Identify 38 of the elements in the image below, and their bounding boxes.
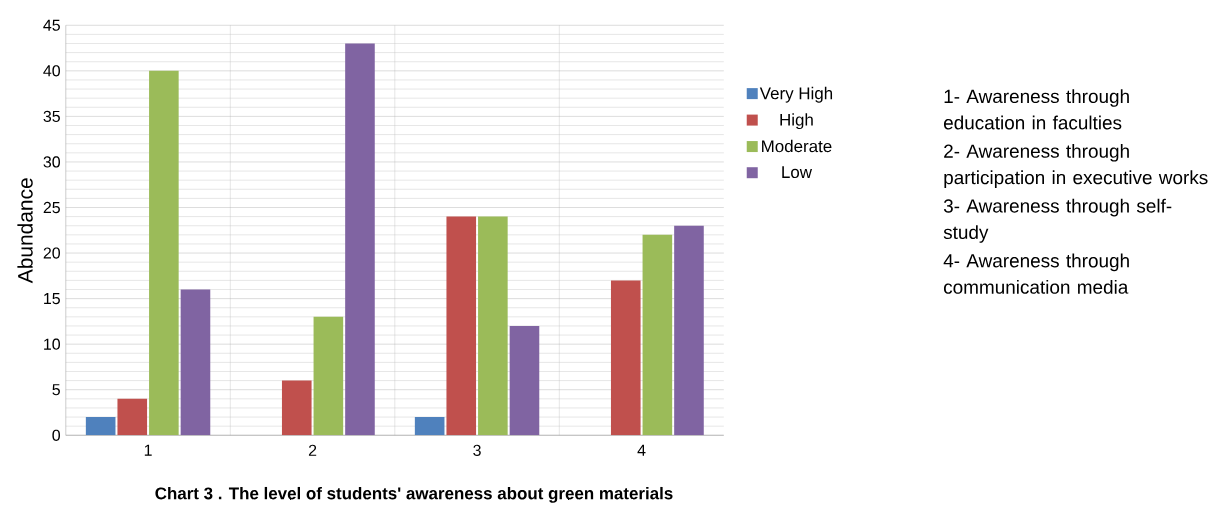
bar bbox=[674, 225, 704, 436]
text: 3- Awareness through self-study bbox=[943, 198, 1172, 243]
y-tick-label: 5 bbox=[52, 384, 60, 396]
y-tick-label: 15 bbox=[44, 293, 60, 305]
bar bbox=[446, 216, 477, 436]
bar bbox=[509, 325, 540, 436]
bar bbox=[610, 280, 641, 436]
bar bbox=[478, 216, 508, 436]
text: 1- Awareness through education in faculties bbox=[943, 89, 1129, 130]
bar bbox=[180, 289, 211, 436]
y-tick-label: 30 bbox=[43, 156, 60, 168]
y-tick-label: 35 bbox=[43, 110, 60, 123]
bar bbox=[149, 70, 179, 436]
bar bbox=[414, 417, 445, 436]
legend-label: Moderate bbox=[762, 139, 832, 153]
x-tick-label: 3 bbox=[473, 444, 481, 456]
text: 2- Awareness through participation in executive works bbox=[944, 143, 1208, 188]
y-tick-label: 45 bbox=[43, 19, 60, 31]
x-tick-label: 1 bbox=[144, 444, 152, 456]
x-tick-label: 4 bbox=[637, 444, 646, 456]
legend-label: Low bbox=[782, 166, 813, 179]
y-tick-label: 10 bbox=[44, 338, 60, 350]
text: Chart 3 . The level of students' awareness about green materials bbox=[155, 486, 673, 503]
legend-label: Very High bbox=[759, 86, 833, 103]
bar bbox=[642, 234, 673, 436]
y-tick-label: 40 bbox=[43, 65, 60, 77]
bar bbox=[345, 43, 375, 436]
y-tick-label: 0 bbox=[52, 429, 60, 441]
bar bbox=[281, 380, 312, 436]
y-tick-label: 20 bbox=[43, 247, 60, 259]
y-axis-title: Abundance bbox=[17, 178, 33, 284]
y-tick-label: 25 bbox=[43, 201, 60, 214]
bar bbox=[313, 316, 344, 436]
bar bbox=[85, 417, 116, 436]
x-tick-label: 2 bbox=[308, 444, 317, 456]
text: 4- Awareness through communication media bbox=[943, 253, 1129, 294]
legend-label: High bbox=[780, 113, 813, 130]
bar bbox=[117, 398, 148, 436]
